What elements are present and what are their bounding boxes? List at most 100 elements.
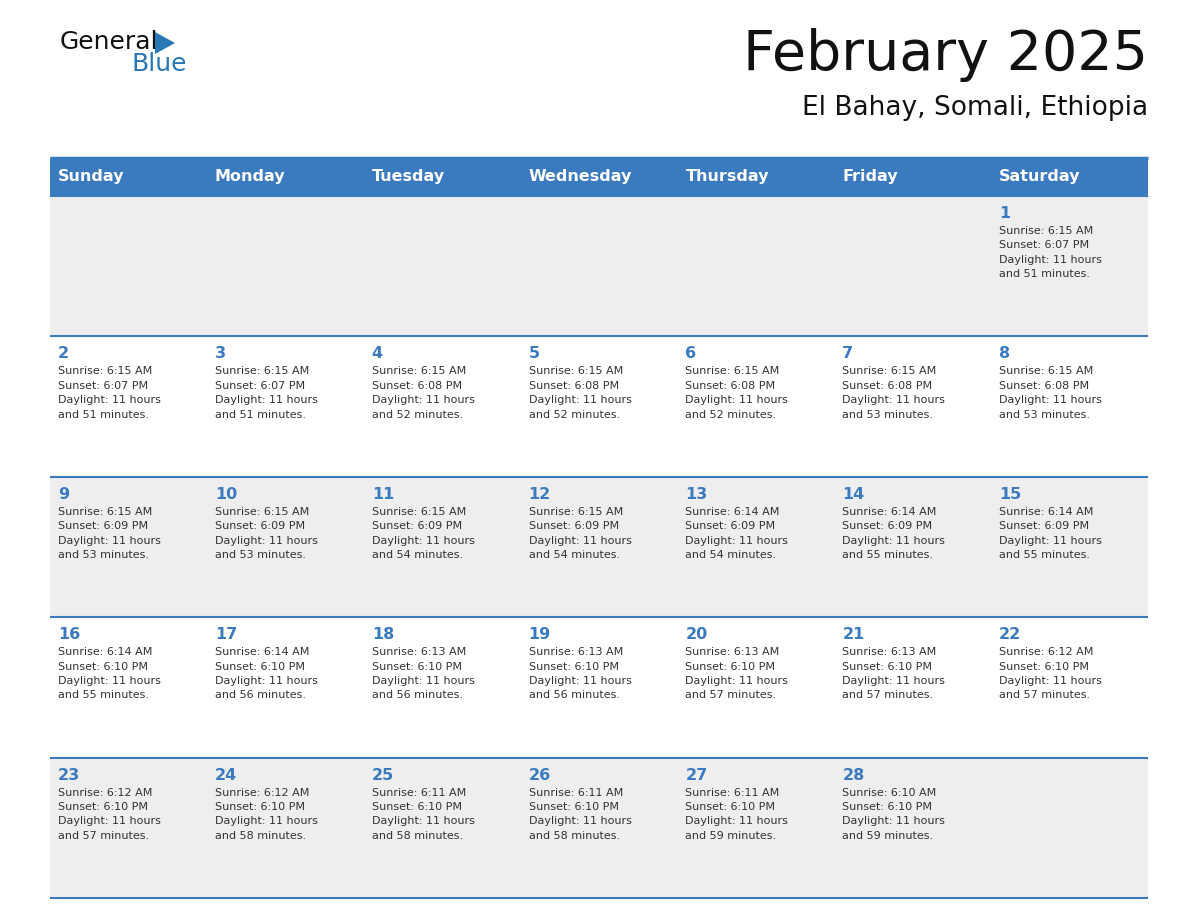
Text: Sunrise: 6:15 AM
Sunset: 6:09 PM
Daylight: 11 hours
and 54 minutes.: Sunrise: 6:15 AM Sunset: 6:09 PM Dayligh… <box>529 507 632 560</box>
Bar <box>520 336 677 476</box>
Text: Sunrise: 6:15 AM
Sunset: 6:09 PM
Daylight: 11 hours
and 53 minutes.: Sunrise: 6:15 AM Sunset: 6:09 PM Dayligh… <box>58 507 160 560</box>
Bar <box>677 757 834 898</box>
Bar <box>364 196 520 336</box>
Text: Saturday: Saturday <box>999 170 1081 185</box>
Text: 6: 6 <box>685 346 696 362</box>
Text: Sunrise: 6:15 AM
Sunset: 6:07 PM
Daylight: 11 hours
and 51 minutes.: Sunrise: 6:15 AM Sunset: 6:07 PM Dayligh… <box>999 226 1102 279</box>
Bar <box>677 336 834 476</box>
Text: Sunrise: 6:15 AM
Sunset: 6:08 PM
Daylight: 11 hours
and 52 minutes.: Sunrise: 6:15 AM Sunset: 6:08 PM Dayligh… <box>685 366 789 420</box>
Text: 11: 11 <box>372 487 394 502</box>
Bar <box>677 617 834 757</box>
Bar <box>50 336 207 476</box>
Text: 3: 3 <box>215 346 226 362</box>
Text: 8: 8 <box>999 346 1010 362</box>
Bar <box>207 757 364 898</box>
Text: Sunrise: 6:11 AM
Sunset: 6:10 PM
Daylight: 11 hours
and 59 minutes.: Sunrise: 6:11 AM Sunset: 6:10 PM Dayligh… <box>685 788 789 841</box>
Bar <box>207 336 364 476</box>
Bar <box>834 336 991 476</box>
Bar <box>991 196 1148 336</box>
Bar <box>677 158 834 196</box>
Text: Sunrise: 6:12 AM
Sunset: 6:10 PM
Daylight: 11 hours
and 57 minutes.: Sunrise: 6:12 AM Sunset: 6:10 PM Dayligh… <box>58 788 160 841</box>
Text: Tuesday: Tuesday <box>372 170 444 185</box>
Text: Sunrise: 6:12 AM
Sunset: 6:10 PM
Daylight: 11 hours
and 57 minutes.: Sunrise: 6:12 AM Sunset: 6:10 PM Dayligh… <box>999 647 1102 700</box>
Text: 13: 13 <box>685 487 708 502</box>
Text: 4: 4 <box>372 346 383 362</box>
Bar <box>834 476 991 617</box>
Text: Sunrise: 6:13 AM
Sunset: 6:10 PM
Daylight: 11 hours
and 56 minutes.: Sunrise: 6:13 AM Sunset: 6:10 PM Dayligh… <box>372 647 474 700</box>
Text: Sunrise: 6:10 AM
Sunset: 6:10 PM
Daylight: 11 hours
and 59 minutes.: Sunrise: 6:10 AM Sunset: 6:10 PM Dayligh… <box>842 788 946 841</box>
Text: 21: 21 <box>842 627 865 643</box>
Text: Sunrise: 6:13 AM
Sunset: 6:10 PM
Daylight: 11 hours
and 56 minutes.: Sunrise: 6:13 AM Sunset: 6:10 PM Dayligh… <box>529 647 632 700</box>
Text: Sunrise: 6:14 AM
Sunset: 6:09 PM
Daylight: 11 hours
and 55 minutes.: Sunrise: 6:14 AM Sunset: 6:09 PM Dayligh… <box>999 507 1102 560</box>
Text: 17: 17 <box>215 627 238 643</box>
Bar <box>677 476 834 617</box>
Text: Sunrise: 6:11 AM
Sunset: 6:10 PM
Daylight: 11 hours
and 58 minutes.: Sunrise: 6:11 AM Sunset: 6:10 PM Dayligh… <box>372 788 474 841</box>
Bar <box>50 196 207 336</box>
Bar <box>207 617 364 757</box>
Bar <box>364 617 520 757</box>
Bar <box>50 476 207 617</box>
Text: Thursday: Thursday <box>685 170 769 185</box>
Bar <box>834 617 991 757</box>
Text: 22: 22 <box>999 627 1022 643</box>
Bar <box>364 476 520 617</box>
Text: Sunday: Sunday <box>58 170 125 185</box>
Text: Sunrise: 6:15 AM
Sunset: 6:08 PM
Daylight: 11 hours
and 52 minutes.: Sunrise: 6:15 AM Sunset: 6:08 PM Dayligh… <box>529 366 632 420</box>
Bar <box>991 476 1148 617</box>
Bar <box>207 476 364 617</box>
Bar <box>207 196 364 336</box>
Bar <box>991 158 1148 196</box>
Bar <box>991 336 1148 476</box>
Text: General: General <box>61 30 158 54</box>
Text: Blue: Blue <box>132 52 188 76</box>
Bar <box>834 757 991 898</box>
Bar <box>520 476 677 617</box>
Text: Sunrise: 6:14 AM
Sunset: 6:10 PM
Daylight: 11 hours
and 56 minutes.: Sunrise: 6:14 AM Sunset: 6:10 PM Dayligh… <box>215 647 317 700</box>
Text: Sunrise: 6:13 AM
Sunset: 6:10 PM
Daylight: 11 hours
and 57 minutes.: Sunrise: 6:13 AM Sunset: 6:10 PM Dayligh… <box>842 647 946 700</box>
Text: Sunrise: 6:15 AM
Sunset: 6:08 PM
Daylight: 11 hours
and 53 minutes.: Sunrise: 6:15 AM Sunset: 6:08 PM Dayligh… <box>999 366 1102 420</box>
Text: Sunrise: 6:15 AM
Sunset: 6:09 PM
Daylight: 11 hours
and 53 minutes.: Sunrise: 6:15 AM Sunset: 6:09 PM Dayligh… <box>215 507 317 560</box>
Text: 26: 26 <box>529 767 551 783</box>
Text: 7: 7 <box>842 346 853 362</box>
Bar <box>364 757 520 898</box>
Text: Wednesday: Wednesday <box>529 170 632 185</box>
Text: Sunrise: 6:14 AM
Sunset: 6:09 PM
Daylight: 11 hours
and 55 minutes.: Sunrise: 6:14 AM Sunset: 6:09 PM Dayligh… <box>842 507 946 560</box>
Text: 27: 27 <box>685 767 708 783</box>
Bar <box>364 158 520 196</box>
Text: 2: 2 <box>58 346 69 362</box>
Bar <box>364 336 520 476</box>
Text: 19: 19 <box>529 627 551 643</box>
Bar <box>991 757 1148 898</box>
Text: El Bahay, Somali, Ethiopia: El Bahay, Somali, Ethiopia <box>802 95 1148 121</box>
Text: 18: 18 <box>372 627 394 643</box>
Text: Sunrise: 6:15 AM
Sunset: 6:08 PM
Daylight: 11 hours
and 52 minutes.: Sunrise: 6:15 AM Sunset: 6:08 PM Dayligh… <box>372 366 474 420</box>
Bar <box>520 196 677 336</box>
Bar <box>677 196 834 336</box>
Text: 9: 9 <box>58 487 69 502</box>
Text: Monday: Monday <box>215 170 285 185</box>
Bar <box>520 757 677 898</box>
Text: Sunrise: 6:15 AM
Sunset: 6:07 PM
Daylight: 11 hours
and 51 minutes.: Sunrise: 6:15 AM Sunset: 6:07 PM Dayligh… <box>58 366 160 420</box>
Text: 24: 24 <box>215 767 238 783</box>
Bar <box>50 757 207 898</box>
Text: 25: 25 <box>372 767 394 783</box>
Text: Sunrise: 6:12 AM
Sunset: 6:10 PM
Daylight: 11 hours
and 58 minutes.: Sunrise: 6:12 AM Sunset: 6:10 PM Dayligh… <box>215 788 317 841</box>
Text: Sunrise: 6:14 AM
Sunset: 6:10 PM
Daylight: 11 hours
and 55 minutes.: Sunrise: 6:14 AM Sunset: 6:10 PM Dayligh… <box>58 647 160 700</box>
Bar <box>834 158 991 196</box>
Text: Sunrise: 6:11 AM
Sunset: 6:10 PM
Daylight: 11 hours
and 58 minutes.: Sunrise: 6:11 AM Sunset: 6:10 PM Dayligh… <box>529 788 632 841</box>
Text: 12: 12 <box>529 487 551 502</box>
Bar <box>520 617 677 757</box>
Text: February 2025: February 2025 <box>742 28 1148 82</box>
Text: Sunrise: 6:15 AM
Sunset: 6:07 PM
Daylight: 11 hours
and 51 minutes.: Sunrise: 6:15 AM Sunset: 6:07 PM Dayligh… <box>215 366 317 420</box>
Text: Sunrise: 6:14 AM
Sunset: 6:09 PM
Daylight: 11 hours
and 54 minutes.: Sunrise: 6:14 AM Sunset: 6:09 PM Dayligh… <box>685 507 789 560</box>
Text: 16: 16 <box>58 627 81 643</box>
Bar <box>834 196 991 336</box>
Text: 1: 1 <box>999 206 1010 221</box>
Text: Sunrise: 6:15 AM
Sunset: 6:08 PM
Daylight: 11 hours
and 53 minutes.: Sunrise: 6:15 AM Sunset: 6:08 PM Dayligh… <box>842 366 946 420</box>
Text: 23: 23 <box>58 767 81 783</box>
Text: 28: 28 <box>842 767 865 783</box>
Bar <box>991 617 1148 757</box>
Text: Sunrise: 6:15 AM
Sunset: 6:09 PM
Daylight: 11 hours
and 54 minutes.: Sunrise: 6:15 AM Sunset: 6:09 PM Dayligh… <box>372 507 474 560</box>
Bar <box>50 158 207 196</box>
Text: 10: 10 <box>215 487 238 502</box>
